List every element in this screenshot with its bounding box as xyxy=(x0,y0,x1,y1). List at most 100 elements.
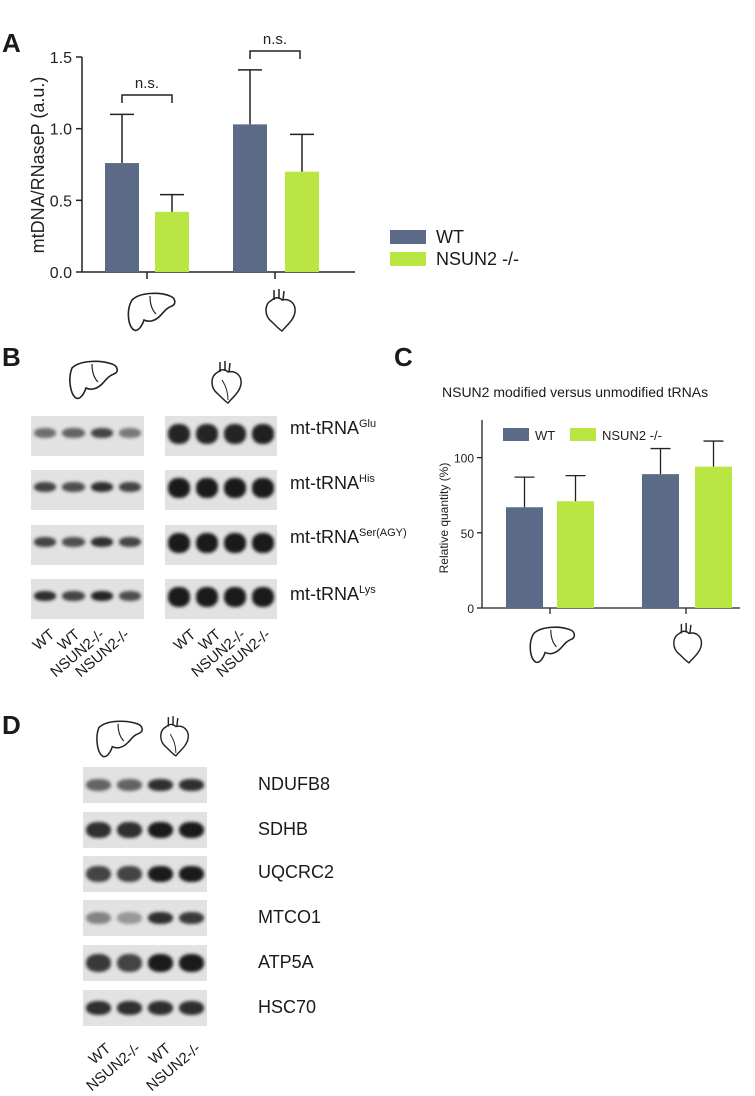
heart-icon xyxy=(211,361,242,404)
legend-label: WT xyxy=(535,428,555,443)
blot-band xyxy=(252,587,274,607)
blot-label-ndufb8: NDUFB8 xyxy=(258,774,331,794)
blot-band xyxy=(252,424,274,444)
blot-band xyxy=(179,954,204,972)
blot-label-atp5a: ATP5A xyxy=(258,952,314,972)
blot-band xyxy=(148,779,173,791)
blot-band xyxy=(117,866,142,882)
blot-label-lys: mt-tRNALys xyxy=(290,584,376,604)
significance-bracket xyxy=(249,50,301,59)
blot-band xyxy=(62,537,85,547)
y-tick-label: 0 xyxy=(467,602,474,616)
blot-band xyxy=(168,424,190,444)
blot-band xyxy=(179,912,204,924)
bar xyxy=(642,474,679,608)
blot-band xyxy=(90,428,113,438)
blot-label-ser: mt-tRNASer(AGY) xyxy=(290,527,407,547)
y-tick-label: 100 xyxy=(454,452,474,466)
blot-strip xyxy=(31,525,144,565)
blot-band xyxy=(117,822,142,838)
heart-icon xyxy=(160,716,189,757)
blot-band xyxy=(86,912,111,924)
blot-strip xyxy=(165,416,277,456)
legend-label-wt: WT xyxy=(436,226,464,247)
blot-strip xyxy=(31,470,144,510)
y-tick-label: 1.5 xyxy=(50,50,72,67)
blot-band xyxy=(34,482,57,492)
blot-strip xyxy=(165,470,277,510)
bar xyxy=(506,507,543,608)
y-axis-label: mtDNA/RNaseP (a.u.) xyxy=(28,77,48,254)
blot-strip xyxy=(83,812,207,848)
bar xyxy=(695,466,732,608)
y-axis-label: Relative quantity (%) xyxy=(437,463,451,574)
y-tick-label: 1.0 xyxy=(50,122,72,139)
blot-band xyxy=(224,533,246,553)
blot-band xyxy=(34,428,57,438)
blot-band xyxy=(86,822,111,838)
blot-band xyxy=(118,537,141,547)
bar xyxy=(105,163,139,272)
panel-label-a: A xyxy=(2,28,21,58)
blot-band xyxy=(90,591,113,601)
blot-band xyxy=(118,428,141,438)
blot-strip xyxy=(83,856,207,892)
blot-strip xyxy=(83,990,207,1026)
significance-label: n.s. xyxy=(263,31,287,48)
blot-band xyxy=(148,912,173,924)
blot-band xyxy=(179,822,204,838)
legend-label: NSUN2 -/- xyxy=(602,428,662,443)
blot-band xyxy=(86,1001,111,1015)
panel-label-b: B xyxy=(2,342,21,372)
blot-band xyxy=(168,478,190,498)
blot-label-mtco1: MTCO1 xyxy=(258,907,321,927)
blot-band xyxy=(148,822,173,838)
blot-band xyxy=(86,779,111,791)
blot-band xyxy=(90,482,113,492)
legend-swatch-ko xyxy=(390,252,426,266)
blot-strip xyxy=(31,579,144,619)
blot-band xyxy=(117,954,142,972)
legend-a: WT NSUN2 -/- xyxy=(390,226,519,270)
y-tick-label: 50 xyxy=(461,527,475,541)
blot-band xyxy=(148,954,173,972)
blot-label-his: mt-tRNAHis xyxy=(290,473,375,493)
blot-band xyxy=(196,424,218,444)
blot-band xyxy=(118,482,141,492)
y-tick-label: 0.5 xyxy=(50,193,72,210)
heart-icon xyxy=(265,289,296,332)
blot-label-sdhb: SDHB xyxy=(258,819,309,839)
blot-label-hsc70: HSC70 xyxy=(258,997,317,1017)
blot-band xyxy=(224,478,246,498)
blot-strip xyxy=(31,416,144,456)
blot-band xyxy=(252,478,274,498)
chart-c-title: NSUN2 modified versus unmodified tRNAs xyxy=(442,384,709,400)
blot-band xyxy=(179,866,204,882)
blot-strip xyxy=(83,767,207,803)
blot-band xyxy=(196,587,218,607)
blot-band xyxy=(117,1001,142,1015)
significance-bracket xyxy=(121,94,173,103)
blot-strip xyxy=(165,525,277,565)
blot-strip xyxy=(165,579,277,619)
bar xyxy=(233,124,267,272)
blot-label-uqcrc2: UQCRC2 xyxy=(258,862,335,882)
blot-band xyxy=(34,537,57,547)
blot-band xyxy=(196,533,218,553)
bar xyxy=(557,501,594,608)
liver-icon xyxy=(96,720,143,758)
blot-band xyxy=(62,482,85,492)
blot-strip xyxy=(83,900,207,936)
legend-swatch xyxy=(503,428,529,441)
heart-icon xyxy=(673,622,703,664)
blot-band xyxy=(196,478,218,498)
blot-band xyxy=(252,533,274,553)
blot-band xyxy=(86,866,111,882)
legend-label-ko: NSUN2 -/- xyxy=(436,248,520,269)
liver-icon xyxy=(69,360,118,400)
blot-band xyxy=(117,779,142,791)
blot-band xyxy=(62,591,85,601)
bar xyxy=(285,171,319,272)
